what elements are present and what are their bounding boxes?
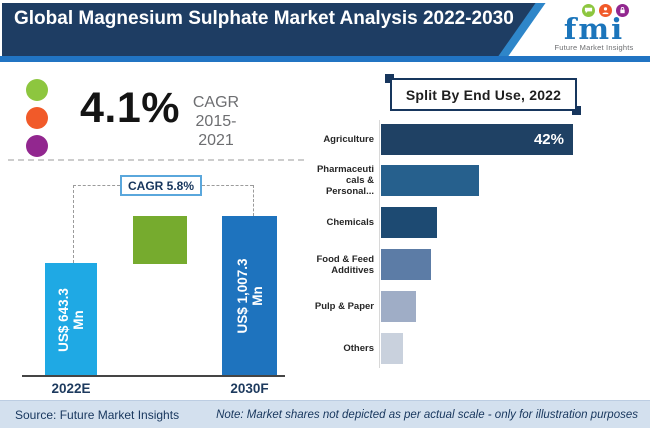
market-size-chart: US$ 643.3 Mn US$ 1,007.3 Mn bbox=[0, 0, 320, 376]
x-axis-label-2022e: 2022E bbox=[51, 381, 91, 396]
category-label: Pharmaceuti cals & Personal... bbox=[316, 164, 374, 197]
category-bar bbox=[381, 207, 437, 238]
category-label: Pulp & Paper bbox=[314, 301, 374, 312]
x-axis-label-2030f: 2030F bbox=[230, 381, 269, 396]
bar-2030f-unit: Mn bbox=[249, 286, 265, 306]
source-text: Source: Future Market Insights bbox=[15, 407, 180, 422]
bullet-orange-icon bbox=[26, 107, 48, 129]
historical-cagr-value: 4.1% bbox=[80, 84, 181, 132]
fmi-tagline: Future Market Insights bbox=[554, 43, 634, 52]
shopping-bag-icon bbox=[615, 4, 629, 17]
bullet-green-icon bbox=[26, 79, 48, 101]
category-label: Food & Feed Additives bbox=[316, 253, 374, 276]
category-bar: 42% bbox=[381, 124, 573, 155]
category-bar bbox=[381, 333, 403, 364]
cagr-period: 2015-2021 bbox=[195, 113, 237, 149]
forecast-cagr-callout: CAGR 5.8% bbox=[120, 175, 202, 196]
connector-dash-right bbox=[202, 185, 253, 186]
page-title: Global Magnesium Sulphate Market Analysi… bbox=[14, 8, 514, 29]
connector-dash-down-left bbox=[73, 185, 74, 263]
bar-2022e: US$ 643.3 Mn bbox=[45, 263, 97, 376]
category-bar bbox=[381, 249, 431, 280]
opportunity-box bbox=[133, 216, 187, 264]
end-use-row-others: Others bbox=[296, 333, 596, 364]
fmi-logo: fmi Future Market Insights bbox=[542, 4, 646, 56]
end-use-row-food-feed-additives: Food & Feed Additives bbox=[296, 249, 596, 280]
dashed-divider bbox=[8, 159, 304, 161]
bar-2022e-value: US$ 643.3 bbox=[56, 287, 71, 352]
fmi-wordmark: fmi bbox=[563, 12, 625, 46]
bar-2030f-value-label: US$ 1,007.3 Mn bbox=[235, 258, 265, 333]
end-use-row-pharmaceuticals: Pharmaceuti cals & Personal... bbox=[296, 164, 596, 197]
category-bar bbox=[381, 291, 416, 322]
category-bar bbox=[381, 165, 479, 196]
end-use-row-pulp-paper: Pulp & Paper bbox=[296, 291, 596, 322]
fmi-logo-dots bbox=[542, 4, 646, 18]
category-label: Agriculture bbox=[323, 134, 374, 145]
bar-2030f: US$ 1,007.3 Mn bbox=[222, 216, 277, 376]
cagr-caption: CAGR bbox=[192, 94, 240, 111]
end-use-chart-title: Split By End Use, 2022 bbox=[390, 78, 577, 111]
header-bottom-bar bbox=[0, 56, 650, 62]
footer-bar: Source: Future Market Insights Note: Mar… bbox=[0, 400, 650, 428]
bar-2022e-unit: Mn bbox=[71, 309, 86, 330]
bullet-purple-icon bbox=[26, 135, 48, 157]
speech-bubble-icon bbox=[581, 4, 595, 17]
x-axis bbox=[22, 375, 285, 377]
bar-2022e-value-label: US$ 643.3 Mn bbox=[56, 288, 86, 352]
header-banner bbox=[2, 3, 538, 56]
title-box-corner-square-top bbox=[385, 74, 394, 83]
note-text: Note: Market shares not depicted as per … bbox=[216, 408, 638, 421]
end-use-row-chemicals: Chemicals bbox=[296, 207, 596, 238]
connector-dash-left bbox=[73, 185, 120, 186]
end-use-row-agriculture: Agriculture 42% bbox=[296, 124, 596, 155]
category-label: Chemicals bbox=[326, 217, 374, 228]
category-label: Others bbox=[343, 343, 374, 354]
person-icon bbox=[598, 4, 612, 17]
bar-value-label: 42% bbox=[533, 131, 564, 148]
connector-dash-down-right bbox=[253, 185, 254, 216]
end-use-y-axis bbox=[379, 120, 380, 368]
historical-cagr-label: CAGR 2015-2021 bbox=[178, 93, 254, 150]
bar-2030f-value: US$ 1,007.3 bbox=[234, 258, 250, 334]
